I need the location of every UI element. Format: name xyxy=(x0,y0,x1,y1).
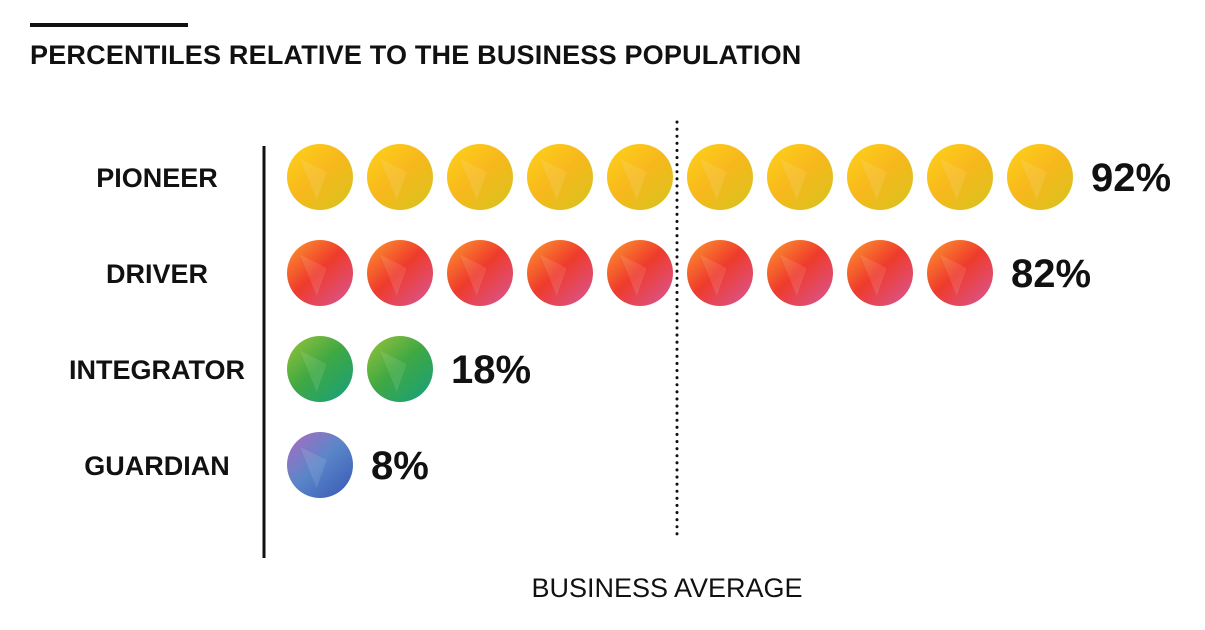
circle-facet xyxy=(540,158,567,201)
circle-facet xyxy=(300,350,327,393)
circle-facet xyxy=(860,158,887,201)
category-label-pioneer: PIONEER xyxy=(96,163,218,193)
circle-facet xyxy=(780,158,807,201)
business-average-label: BUSINESS AVERAGE xyxy=(531,573,802,603)
percentile-circle-pioneer xyxy=(527,144,593,210)
percentile-circle-pioneer xyxy=(287,144,353,210)
category-label-driver: DRIVER xyxy=(106,259,208,289)
circle-facet xyxy=(460,158,487,201)
circle-facet xyxy=(380,254,407,297)
percentile-circle-pioneer xyxy=(1007,144,1073,210)
circle-facet xyxy=(1020,158,1047,201)
category-label-guardian: GUARDIAN xyxy=(84,451,230,481)
percentile-circle-driver xyxy=(767,240,833,306)
chart-title: PERCENTILES RELATIVE TO THE BUSINESS POP… xyxy=(30,40,802,70)
value-label-pioneer: 92% xyxy=(1091,156,1171,200)
circle-facet xyxy=(380,350,407,393)
percentile-circle-driver xyxy=(607,240,673,306)
percentile-circle-integrator xyxy=(367,336,433,402)
percentile-circle-pioneer xyxy=(767,144,833,210)
circle-facet xyxy=(620,158,647,201)
percentile-circle-driver xyxy=(687,240,753,306)
percentile-circle-pioneer xyxy=(687,144,753,210)
row-guardian: GUARDIAN 8% xyxy=(84,432,429,498)
circle-facet xyxy=(620,254,647,297)
circle-facet xyxy=(780,254,807,297)
row-integrator: INTEGRATOR 18% xyxy=(69,336,531,402)
row-driver: DRIVER 82% xyxy=(106,240,1091,306)
value-label-integrator: 18% xyxy=(451,348,531,392)
percentile-circle-driver xyxy=(527,240,593,306)
circle-facet xyxy=(540,254,567,297)
row-pioneer: PIONEER 92% xyxy=(96,144,1171,210)
percentile-circle-pioneer xyxy=(927,144,993,210)
value-label-guardian: 8% xyxy=(371,444,429,488)
title-rule xyxy=(30,23,188,27)
circle-facet xyxy=(700,254,727,297)
circle-facet xyxy=(940,158,967,201)
percentile-circle-driver xyxy=(447,240,513,306)
circle-facet xyxy=(300,254,327,297)
percentile-circle-driver xyxy=(367,240,433,306)
circle-facet xyxy=(300,446,327,489)
value-label-driver: 82% xyxy=(1011,252,1091,296)
circle-facet xyxy=(700,158,727,201)
percentile-circle-driver xyxy=(287,240,353,306)
percentile-circle-driver xyxy=(927,240,993,306)
circle-facet xyxy=(940,254,967,297)
percentile-circle-pioneer xyxy=(447,144,513,210)
percentile-circle-driver xyxy=(847,240,913,306)
circle-facet xyxy=(460,254,487,297)
category-label-integrator: INTEGRATOR xyxy=(69,355,245,385)
percentile-circle-pioneer xyxy=(607,144,673,210)
percentile-circle-pioneer xyxy=(847,144,913,210)
percentile-circle-integrator xyxy=(287,336,353,402)
percentile-circle-pioneer xyxy=(367,144,433,210)
percentile-circle-guardian xyxy=(287,432,353,498)
circle-facet xyxy=(380,158,407,201)
circle-facet xyxy=(860,254,887,297)
circle-facet xyxy=(300,158,327,201)
